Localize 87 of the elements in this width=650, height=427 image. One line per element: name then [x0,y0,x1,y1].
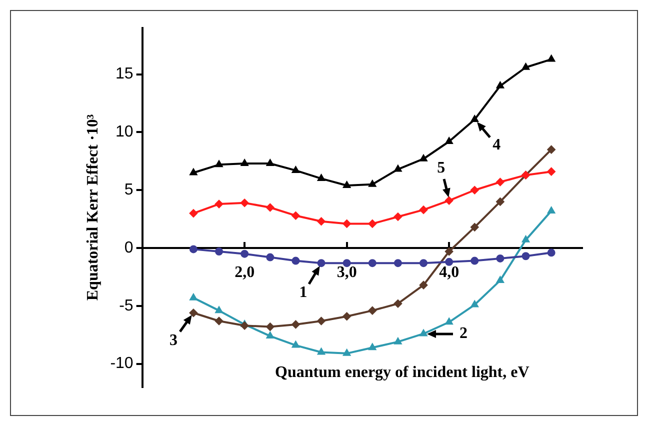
point [343,349,350,356]
point [189,209,198,218]
point [470,223,479,232]
point [266,159,274,166]
point [394,259,402,268]
x-tick-label: 3,0 [336,264,357,281]
x-tick-label: 4,0 [439,264,460,281]
point [394,212,402,221]
point [522,63,530,70]
point [240,322,249,330]
point [240,198,249,207]
point [445,196,454,205]
point [342,312,351,320]
annotation: 3 [169,332,178,350]
annotation: 2 [460,324,468,342]
point [470,186,479,194]
point [445,137,453,144]
point [266,253,274,262]
point [522,236,530,242]
point [420,206,428,214]
y-tick-label: -5 [119,297,134,314]
annotation: 4 [492,136,501,154]
point [266,322,274,331]
point [317,217,326,226]
point [471,300,478,308]
point [215,248,224,256]
x-tick-label: 2,0 [234,264,255,281]
y-tick-label: 15 [116,66,134,83]
point [445,318,453,325]
point [215,160,223,168]
point [215,306,223,314]
point [215,200,224,208]
point [368,259,376,268]
point [496,198,504,206]
point [496,254,504,262]
point [190,168,198,176]
point [496,82,504,88]
point [471,115,478,122]
point [266,204,274,212]
point [292,256,300,265]
point [368,306,376,315]
point [266,332,274,339]
point [292,212,300,220]
point [445,248,454,256]
point [394,338,402,344]
point [548,55,555,62]
x-axis-title: Quantum energy of incident light, eV [275,364,530,382]
point [394,165,402,172]
point [292,341,300,348]
point [420,259,428,268]
point [189,245,198,254]
y-tick-label: 0 [124,239,134,256]
point [420,281,428,290]
point [215,316,224,325]
point [547,146,556,154]
y-tick-label: -10 [110,355,134,372]
point [368,344,376,350]
y-axis-title: Equatorial Kerr Effect ·10³ [84,114,102,301]
annotation: 5 [437,160,446,177]
point [368,220,376,228]
point [522,252,530,260]
point [496,276,504,283]
point [343,181,350,188]
annotation: 1 [299,284,308,302]
point [318,348,325,355]
y-tick-label: 5 [124,182,134,199]
point [318,174,325,182]
point [394,300,402,308]
point [496,178,504,186]
y-tick-label: 10 [116,124,134,141]
point [240,250,249,258]
point [292,320,300,328]
point [470,256,479,265]
point [547,248,556,257]
point [317,259,326,268]
point [342,220,351,228]
point [240,159,248,166]
point [368,180,376,187]
point [420,154,428,162]
point [189,308,198,317]
point [420,330,428,336]
point [547,168,556,176]
point [445,258,454,266]
point [548,206,555,214]
point [317,316,326,325]
point [292,166,300,173]
point [190,294,198,300]
